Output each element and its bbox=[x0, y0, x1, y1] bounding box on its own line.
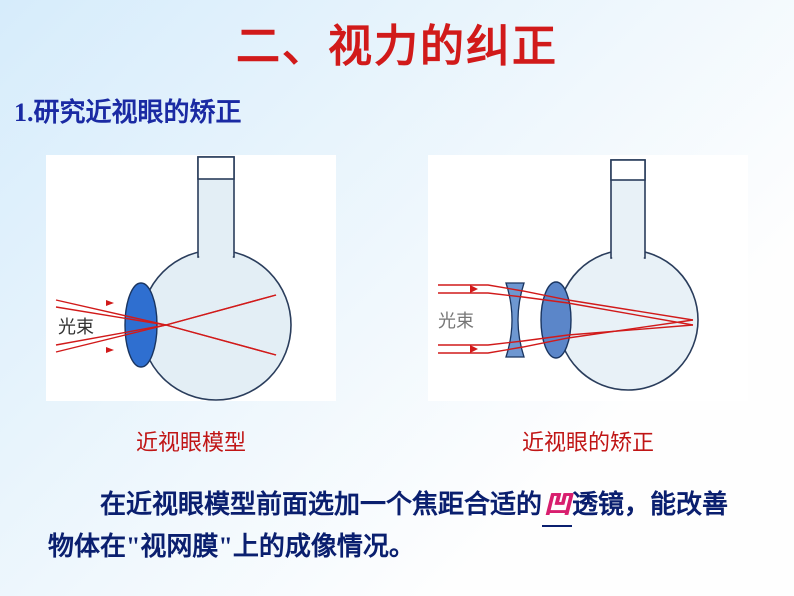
diagrams-row: 光束 近视眼模型 光束 近视眼的矫正 bbox=[0, 137, 794, 457]
section-heading: 1.研究近视眼的矫正 bbox=[0, 74, 794, 129]
svg-text:光束: 光束 bbox=[438, 311, 474, 331]
diagram-left: 光束 近视眼模型 bbox=[46, 145, 336, 457]
body-prefix: 在近视眼模型前面选加一个焦距合适的 bbox=[48, 490, 542, 519]
myopia-correction-figure: 光束 bbox=[428, 145, 748, 415]
diagram-right: 光束 近视眼的矫正 bbox=[428, 145, 748, 457]
svg-text:光束: 光束 bbox=[58, 317, 94, 337]
myopia-model-figure: 光束 bbox=[46, 145, 336, 415]
caption-left: 近视眼模型 bbox=[136, 425, 246, 457]
body-paragraph: 在近视眼模型前面选加一个焦距合适的凹透镜，能改善物体在"视网膜"上的成像情况。 bbox=[0, 457, 794, 568]
page-title: 二、视力的纠正 bbox=[0, 0, 794, 74]
fill-blank: 凹 bbox=[542, 485, 572, 527]
caption-right: 近视眼的矫正 bbox=[522, 425, 654, 457]
